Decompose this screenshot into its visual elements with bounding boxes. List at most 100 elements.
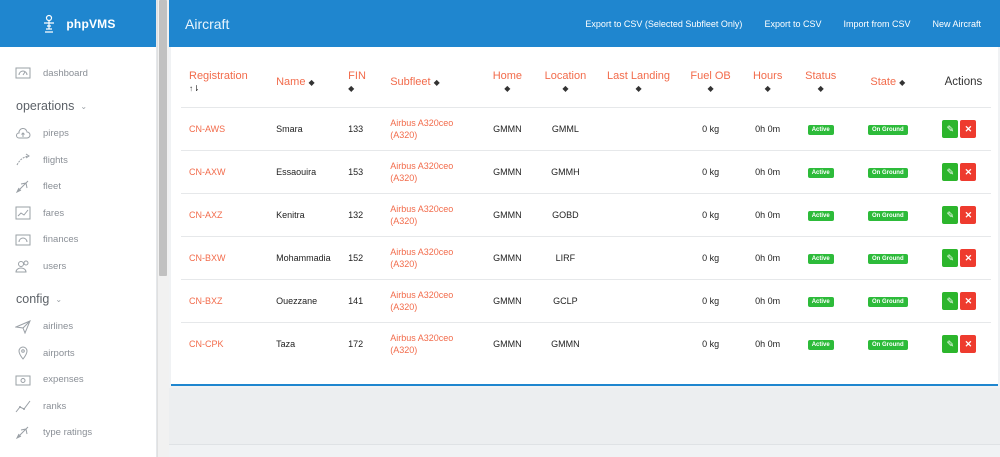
col-status[interactable]: Status ◆ [794, 57, 848, 107]
col-registration[interactable]: Registration ↑⇂ [181, 57, 268, 107]
col-name[interactable]: Name ◆ [268, 57, 340, 107]
subfleet-link[interactable]: Airbus A320ceo (A320) [390, 246, 481, 270]
sidebar-item-label: flights [43, 154, 68, 166]
subfleet-cell: Airbus A320ceo (A320) [382, 192, 482, 236]
table-row: CN-BXZ Ouezzane 141 Airbus A320ceo (A320)… [181, 278, 991, 322]
registration-link[interactable]: CN-BXW [189, 252, 226, 263]
delete-button[interactable]: ✕ [960, 119, 977, 138]
sidebar-item-expenses[interactable]: expenses [0, 367, 156, 394]
col-fuel-ob[interactable]: Fuel OB ◆ [680, 57, 742, 107]
col-fin[interactable]: FIN ◆ [340, 57, 382, 107]
edit-button[interactable]: ✎ [942, 291, 959, 310]
sidebar-item-fleet[interactable]: fleet [0, 174, 156, 201]
brand-header[interactable]: phpVMS [0, 0, 156, 47]
sidebar-section-config[interactable]: config ⌄ [0, 285, 156, 314]
subfleet-link[interactable]: Airbus A320ceo (A320) [390, 203, 481, 227]
state-badge: On Ground [867, 253, 908, 264]
registration-cell: CN-BXZ [181, 278, 269, 322]
col-subfleet[interactable]: Subfleet ◆ [382, 57, 481, 107]
name-cell: Taza [268, 321, 341, 365]
sidebar-item-airports[interactable]: airports [0, 340, 156, 367]
name-cell: Kenitra [268, 192, 341, 236]
status-cell: Active [793, 235, 848, 279]
registration-link[interactable]: CN-CPK [189, 338, 224, 349]
fuel-ob-cell: 0 kg [679, 192, 742, 236]
sort-icon: ◆ [635, 83, 642, 93]
edit-button[interactable]: ✎ [942, 248, 959, 267]
sidebar-item-label: ranks [43, 400, 67, 412]
pencil-icon: ✎ [946, 252, 955, 263]
registration-link[interactable]: CN-BXZ [189, 295, 223, 306]
registration-link[interactable]: CN-AXZ [189, 209, 223, 220]
delete-button[interactable]: ✕ [960, 162, 977, 181]
edit-button[interactable]: ✎ [942, 119, 959, 138]
pencil-icon: ✎ [946, 295, 955, 306]
new-aircraft-link[interactable]: New Aircraft [932, 18, 981, 29]
registration-link[interactable]: CN-AWS [189, 123, 226, 134]
sidebar-item-pireps[interactable]: pireps [0, 121, 156, 148]
status-cell: Active [793, 192, 848, 236]
sidebar-item-airlines[interactable]: airlines [0, 314, 156, 341]
sidebar-item-users[interactable]: users [0, 253, 156, 280]
home-cell: GMMN [481, 192, 534, 236]
state-cell: On Ground [847, 106, 928, 150]
subfleet-link[interactable]: Airbus A320ceo (A320) [390, 332, 481, 356]
brand-name: phpVMS [66, 16, 116, 31]
subfleet-code: (A320) [390, 215, 418, 226]
subfleet-link[interactable]: Airbus A320ceo (A320) [390, 160, 481, 184]
delete-button[interactable]: ✕ [960, 334, 977, 353]
col-home[interactable]: Home ◆ [481, 57, 533, 107]
aircraft-table: Registration ↑⇂ Name ◆ FIN ◆ Subfleet ◆ Home… [181, 57, 991, 365]
subfleet-cell: Airbus A320ceo (A320) [382, 235, 482, 279]
subfleet-link[interactable]: Airbus A320ceo (A320) [390, 289, 481, 313]
registration-cell: CN-AXW [181, 149, 269, 193]
subfleet-code: (A320) [390, 172, 418, 183]
home-cell: GMMN [481, 321, 534, 365]
page-header: Aircraft Export to CSV (Selected Subflee… [169, 0, 1000, 47]
table-row: CN-AXZ Kenitra 132 Airbus A320ceo (A320) … [181, 192, 991, 236]
sidebar-scrollbar-thumb[interactable] [159, 0, 167, 276]
status-badge: Active [807, 339, 834, 350]
sidebar-item-fares[interactable]: fares [0, 200, 156, 227]
sidebar-item-type-ratings[interactable]: type ratings [0, 420, 156, 447]
column-label: Name [276, 75, 306, 88]
import-csv-link[interactable]: Import from CSV [843, 18, 911, 29]
fuel-ob-cell: 0 kg [679, 106, 742, 150]
delete-button[interactable]: ✕ [960, 291, 977, 310]
edit-button[interactable]: ✎ [942, 334, 959, 353]
pencil-icon: ✎ [946, 123, 955, 134]
status-cell: Active [793, 278, 848, 322]
status-badge: Active [807, 167, 834, 178]
export-csv-link[interactable]: Export to CSV [764, 18, 822, 29]
edit-button[interactable]: ✎ [942, 162, 959, 181]
col-location[interactable]: Location ◆ [533, 57, 597, 107]
col-hours[interactable]: Hours ◆ [742, 57, 794, 107]
aircraft-card: Registration ↑⇂ Name ◆ FIN ◆ Subfleet ◆ Home… [171, 47, 998, 386]
cash-icon [14, 372, 32, 388]
delete-button[interactable]: ✕ [960, 248, 977, 267]
fin-cell: 133 [340, 106, 383, 150]
col-state[interactable]: State ◆ [848, 57, 928, 107]
sidebar-item-flights[interactable]: flights [0, 147, 156, 174]
col-last-landing[interactable]: Last Landing ◆ [597, 57, 679, 107]
table-row: CN-AWS Smara 133 Airbus A320ceo (A320) GM… [181, 106, 991, 150]
registration-cell: CN-BXW [181, 235, 269, 279]
sidebar-item-dashboard[interactable]: dashboard [0, 60, 156, 87]
sidebar-item-finances[interactable]: finances [0, 227, 156, 254]
status-badge: Active [807, 124, 834, 135]
close-icon: ✕ [964, 209, 973, 220]
sort-icon: ◆ [707, 83, 714, 93]
sort-icon: ◆ [817, 83, 824, 93]
subfleet-link[interactable]: Airbus A320ceo (A320) [390, 117, 481, 141]
fuel-ob-cell: 0 kg [679, 321, 742, 365]
export-csv-subfleet-link[interactable]: Export to CSV (Selected Subfleet Only) [585, 18, 743, 29]
edit-button[interactable]: ✎ [942, 205, 959, 224]
sidebar-item-ranks[interactable]: ranks [0, 393, 156, 420]
status-cell: Active [793, 106, 848, 150]
sidebar-section-operations[interactable]: operations ⌄ [0, 92, 156, 121]
hours-cell: 0h 0m [741, 106, 794, 150]
home-cell: GMMN [481, 106, 534, 150]
registration-link[interactable]: CN-AXW [189, 166, 226, 177]
delete-button[interactable]: ✕ [960, 205, 977, 224]
page-background [169, 388, 1000, 444]
